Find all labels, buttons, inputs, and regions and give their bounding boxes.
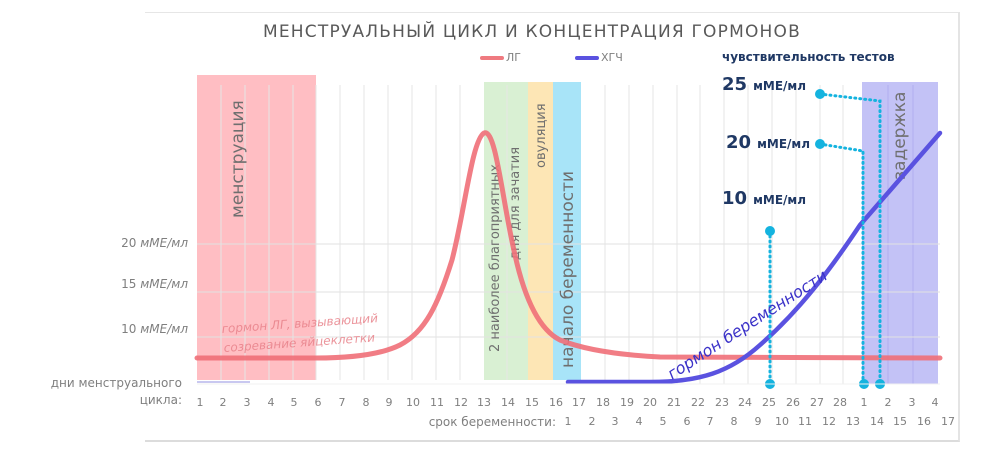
series-lh-line xyxy=(194,130,943,361)
tick-cycle: 26 xyxy=(786,396,800,409)
tick-cycle: 20 xyxy=(643,396,657,409)
y-tick-15: 15 мМЕ/мл xyxy=(121,277,188,291)
tick-cycle: 15 xyxy=(525,396,539,409)
band-pregnancy-start xyxy=(553,82,581,380)
tick-cycle: 19 xyxy=(620,396,634,409)
tick-cycle: 7 xyxy=(338,396,346,409)
tick-cycle: 17 xyxy=(572,396,586,409)
tick-cycle: 9 xyxy=(385,396,393,409)
horizontal-gridlines xyxy=(197,243,940,338)
tick-cycle: 24 xyxy=(738,396,752,409)
legend-swatch-lh xyxy=(480,55,504,60)
tick-cycle: 1 xyxy=(860,396,868,409)
tick-cycle: 23 xyxy=(715,396,729,409)
tick-pregnancy: 6 xyxy=(683,415,691,428)
legend-swatch-hcg xyxy=(575,55,599,60)
tick-cycle: 10 xyxy=(406,396,420,409)
tick-pregnancy: 14 xyxy=(870,415,884,428)
band-delay xyxy=(862,82,938,384)
tick-pregnancy: 3 xyxy=(611,415,619,428)
series-hcg-line xyxy=(565,130,943,385)
band-fertile-days xyxy=(484,82,528,380)
tick-cycle: 14 xyxy=(501,396,515,409)
tick-cycle: 18 xyxy=(596,396,610,409)
x-axis-cycle-title-line1: дни менструального xyxy=(50,376,182,390)
tick-cycle: 16 xyxy=(549,396,563,409)
tick-cycle: 11 xyxy=(430,396,444,409)
tick-cycle: 13 xyxy=(477,396,491,409)
tick-pregnancy: 9 xyxy=(754,415,762,428)
legend-item-hcg: ХГЧ xyxy=(575,51,623,64)
tick-cycle: 3 xyxy=(243,396,251,409)
tick-cycle: 2 xyxy=(884,396,892,409)
tick-pregnancy: 15 xyxy=(893,415,907,428)
tick-cycle: 1 xyxy=(196,396,204,409)
tick-pregnancy: 1 xyxy=(564,415,572,428)
band-label-pregnancy-start: начало беременности xyxy=(558,171,578,368)
tick-pregnancy: 17 xyxy=(941,415,955,428)
x-axis-pregnancy-title: срок беременности: xyxy=(428,415,556,429)
chart-title: МЕНСТРУАЛЬНЫЙ ЦИКЛ И КОНЦЕНТРАЦИЯ ГОРМОН… xyxy=(263,22,801,42)
legend-label-lh: ЛГ xyxy=(506,51,521,64)
tick-pregnancy: 16 xyxy=(917,415,931,428)
tick-cycle: 12 xyxy=(454,396,468,409)
band-label-menstruation: менструация xyxy=(228,100,248,218)
sensitivity-level-25: 25 мМЕ/мл xyxy=(722,74,806,95)
tick-cycle: 22 xyxy=(691,396,705,409)
vertical-gridlines xyxy=(220,85,914,384)
tick-cycle: 2 xyxy=(219,396,227,409)
sensitivity-guides xyxy=(768,92,882,386)
tick-pregnancy: 13 xyxy=(846,415,860,428)
band-label-delay: задержка xyxy=(890,92,910,180)
sensitivity-level-10: 10 мМЕ/мл xyxy=(722,188,806,209)
tick-cycle: 4 xyxy=(267,396,275,409)
tick-cycle: 8 xyxy=(362,396,370,409)
sensitivity-title: чувствительность тестов xyxy=(722,50,895,64)
tick-cycle: 25 xyxy=(762,396,776,409)
legend-label-hcg: ХГЧ xyxy=(601,51,623,64)
tick-pregnancy: 5 xyxy=(659,415,667,428)
tick-pregnancy: 12 xyxy=(822,415,836,428)
chart-frame xyxy=(145,12,960,442)
tick-cycle: 28 xyxy=(833,396,847,409)
tick-pregnancy: 7 xyxy=(706,415,714,428)
x-axis-cycle-title-line2: цикла: xyxy=(139,393,182,407)
tick-cycle: 27 xyxy=(810,396,824,409)
legend-item-lh: ЛГ xyxy=(480,51,521,64)
tick-cycle: 21 xyxy=(667,396,681,409)
band-label-ovulation: овуляция xyxy=(534,103,549,168)
tick-cycle: 5 xyxy=(290,396,298,409)
annotation-hcg: гормон беременности xyxy=(664,266,831,384)
tick-pregnancy: 8 xyxy=(730,415,738,428)
tick-cycle: 6 xyxy=(314,396,322,409)
tick-pregnancy: 11 xyxy=(798,415,812,428)
y-tick-20: 20 мМЕ/мл xyxy=(121,236,188,250)
tick-cycle: 3 xyxy=(908,396,916,409)
tick-cycle: 4 xyxy=(931,396,939,409)
tick-pregnancy: 10 xyxy=(775,415,789,428)
band-label-fertile-line1: 2 наиболее благоприятных xyxy=(488,164,503,352)
tick-pregnancy: 2 xyxy=(588,415,596,428)
y-tick-10: 10 мМЕ/мл xyxy=(121,322,188,336)
band-menstruation xyxy=(197,75,316,380)
sensitivity-level-20: 20 мМЕ/мл xyxy=(726,132,810,153)
tick-pregnancy: 4 xyxy=(635,415,643,428)
